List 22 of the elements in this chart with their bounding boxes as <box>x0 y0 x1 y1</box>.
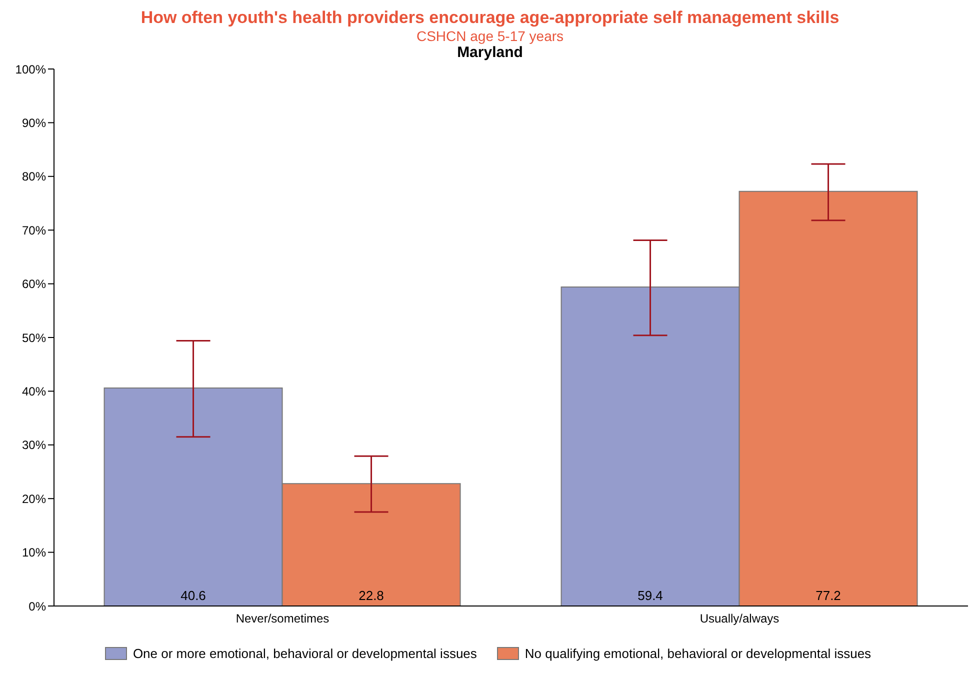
data-label: 77.2 <box>816 588 841 603</box>
y-tick-label: 100% <box>15 62 46 76</box>
chart-subtitle: CSHCN age 5-17 years <box>415 28 565 44</box>
legend-label: One or more emotional, behavioral or developmental issues <box>132 646 477 661</box>
text: Maryland <box>456 44 524 61</box>
y-tick-label: 70% <box>22 223 46 238</box>
x-tick-label: Usually/always <box>700 612 780 626</box>
data-label: 22.8 <box>358 588 384 603</box>
y-tick-label: 90% <box>22 116 46 130</box>
x-tick-label: Never/sometimes <box>236 612 330 626</box>
y-tick-label: 20% <box>22 492 46 506</box>
y-tick-label: 50% <box>22 330 46 345</box>
y-tick-label: 60% <box>22 277 46 292</box>
y-tick-label: 10% <box>22 546 46 560</box>
data-label: 59.4 <box>638 588 663 603</box>
y-tick-label: 30% <box>22 438 46 452</box>
y-tick-label: 80% <box>22 170 46 184</box>
y-tick-label: 0% <box>28 599 46 614</box>
y-tick-label: 40% <box>22 384 46 398</box>
chart-title: How often youth's health providers encourage age-appropriate self management skills <box>140 8 840 28</box>
data-label: 40.6 <box>180 588 206 603</box>
legend-label: No qualifying emotional, behavioral or developmental issues <box>524 646 872 661</box>
